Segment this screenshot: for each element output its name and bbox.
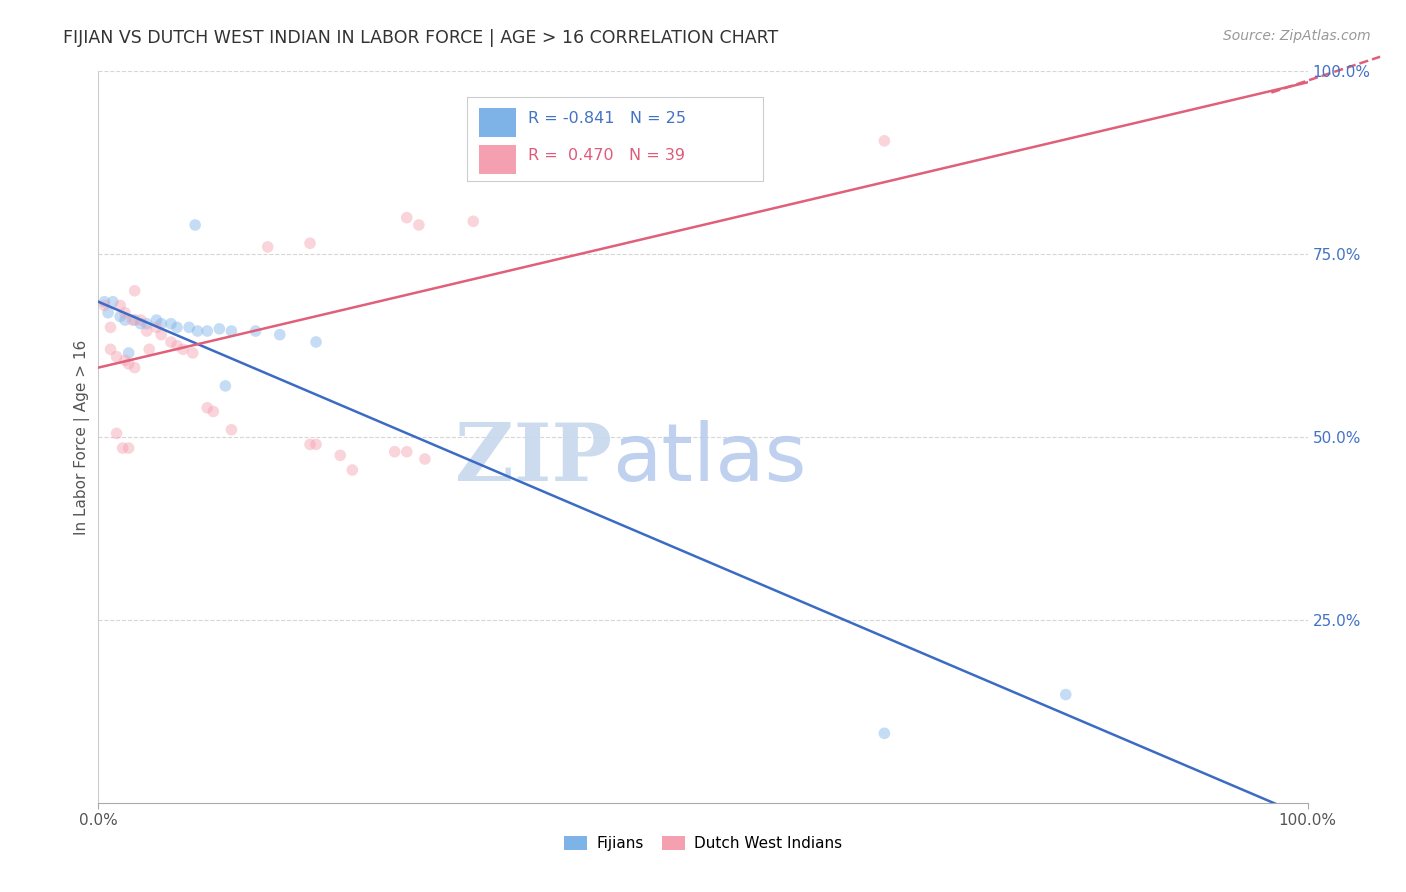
- Point: [124, 284, 146, 298]
- Point: [245, 324, 267, 338]
- Point: [463, 214, 485, 228]
- Point: [873, 134, 896, 148]
- Point: [184, 218, 207, 232]
- Point: [124, 360, 146, 375]
- Point: [221, 324, 243, 338]
- Point: [111, 441, 134, 455]
- Point: [129, 317, 152, 331]
- Point: [221, 423, 243, 437]
- Text: R = -0.841   N = 25: R = -0.841 N = 25: [527, 112, 686, 127]
- Legend: Fijians, Dutch West Indians: Fijians, Dutch West Indians: [558, 830, 848, 857]
- Point: [93, 298, 115, 312]
- Point: [150, 327, 173, 342]
- Point: [160, 334, 183, 349]
- Point: [208, 322, 231, 336]
- Point: [114, 313, 136, 327]
- FancyBboxPatch shape: [479, 145, 516, 174]
- Y-axis label: In Labor Force | Age > 16: In Labor Force | Age > 16: [75, 340, 90, 534]
- Point: [214, 379, 236, 393]
- Point: [408, 218, 430, 232]
- Point: [138, 343, 160, 357]
- FancyBboxPatch shape: [479, 108, 516, 137]
- Point: [118, 441, 141, 455]
- Point: [150, 317, 173, 331]
- Point: [187, 324, 209, 338]
- Point: [305, 334, 328, 349]
- Point: [181, 346, 204, 360]
- Point: [118, 346, 141, 360]
- Point: [114, 306, 136, 320]
- Point: [97, 306, 120, 320]
- Point: [100, 343, 122, 357]
- Point: [108, 310, 131, 324]
- Point: [299, 236, 322, 251]
- Point: [124, 313, 146, 327]
- Text: Source: ZipAtlas.com: Source: ZipAtlas.com: [1223, 29, 1371, 43]
- Point: [105, 350, 128, 364]
- Point: [145, 313, 167, 327]
- Text: ZIP: ZIP: [456, 420, 613, 498]
- Point: [166, 320, 188, 334]
- Point: [342, 463, 364, 477]
- Point: [160, 317, 183, 331]
- Point: [329, 448, 352, 462]
- Point: [269, 327, 291, 342]
- Point: [195, 401, 218, 415]
- Point: [395, 211, 418, 225]
- Point: [145, 320, 167, 334]
- Text: FIJIAN VS DUTCH WEST INDIAN IN LABOR FORCE | AGE > 16 CORRELATION CHART: FIJIAN VS DUTCH WEST INDIAN IN LABOR FOR…: [63, 29, 779, 46]
- Point: [135, 317, 157, 331]
- Point: [93, 294, 115, 309]
- Point: [395, 444, 418, 458]
- Point: [114, 353, 136, 368]
- Point: [305, 437, 328, 451]
- Point: [1054, 688, 1077, 702]
- Point: [413, 452, 436, 467]
- Point: [101, 294, 124, 309]
- Text: R =  0.470   N = 39: R = 0.470 N = 39: [527, 148, 685, 163]
- Point: [256, 240, 278, 254]
- Point: [100, 320, 122, 334]
- Point: [108, 298, 131, 312]
- Point: [135, 324, 157, 338]
- Point: [202, 404, 225, 418]
- Point: [195, 324, 218, 338]
- Point: [121, 313, 143, 327]
- Text: atlas: atlas: [613, 420, 807, 498]
- Point: [384, 444, 406, 458]
- Point: [299, 437, 322, 451]
- FancyBboxPatch shape: [467, 97, 763, 181]
- Point: [129, 313, 152, 327]
- Point: [118, 357, 141, 371]
- Point: [166, 338, 188, 352]
- Point: [873, 726, 896, 740]
- Point: [179, 320, 201, 334]
- Point: [105, 426, 128, 441]
- Point: [172, 343, 194, 357]
